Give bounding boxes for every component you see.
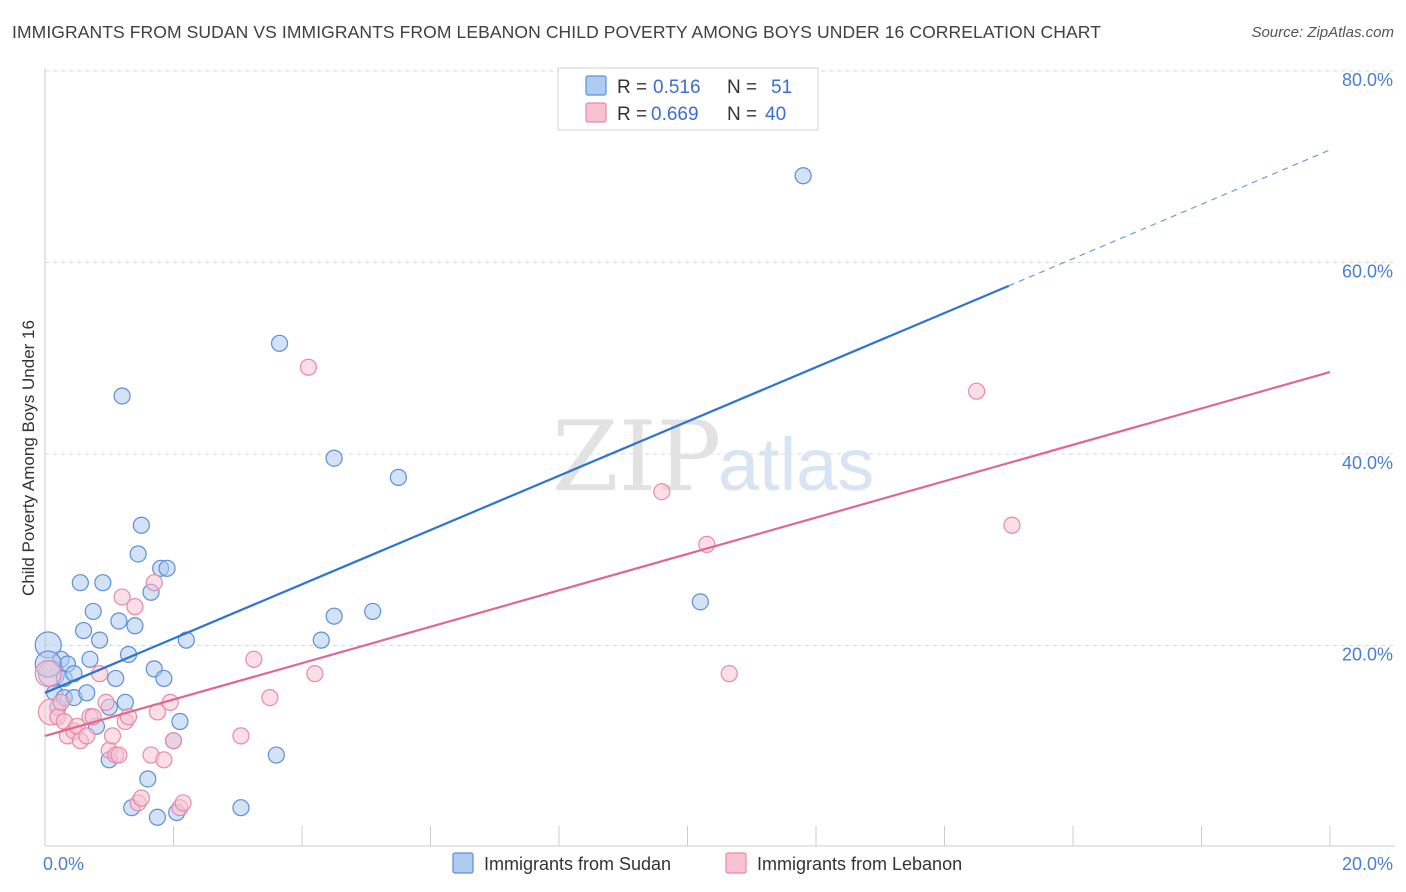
point-sudan [78,684,96,702]
bottom-legend-swatch-sudan [452,852,474,874]
point-sudan [110,612,128,630]
point-lebanon [653,483,671,501]
tick-labels: 20.0% 40.0% 60.0% 80.0% 0.0% 20.0% [43,70,1393,874]
y-tick-label: 40.0% [1342,453,1393,473]
point-sudan [794,167,812,185]
point-sudan [171,712,189,731]
bottom-legend-swatch-lebanon [725,852,747,874]
bottom-legend: Immigrants from Sudan Immigrants from Le… [452,852,962,874]
point-sudan [364,602,382,621]
point-sudan [139,770,157,788]
legend-n-value-lebanon: 40 [765,104,786,125]
bottom-legend-label-sudan: Immigrants from Sudan [484,854,671,874]
point-lebanon [78,727,96,745]
point-sudan [116,693,134,711]
legend-swatch-lebanon [585,102,607,123]
point-sudan [312,631,330,649]
data-points [34,167,1021,826]
trend-lines [44,149,1331,737]
point-sudan [81,650,99,668]
legend: R = 0.516 N = 51 R = 0.669 N = 40 [557,67,819,131]
y-tick-label: 20.0% [1342,645,1393,665]
point-lebanon [126,598,144,616]
point-lebanon [245,650,263,668]
point-sudan [232,799,250,817]
legend-n-label-lebanon: N = [727,104,757,125]
legend-n-label-sudan: N = [727,77,757,98]
point-sudan [389,468,407,486]
legend-r-value-lebanon: 0.669 [651,104,699,125]
point-lebanon [97,693,115,711]
point-sudan [270,334,289,352]
legend-r-label-lebanon: R = [617,104,647,125]
point-sudan [91,631,109,649]
point-lebanon [52,693,70,711]
y-tick-label: 80.0% [1342,70,1393,90]
point-sudan [126,617,144,635]
point-lebanon [34,660,62,688]
x-tick-label: 20.0% [1342,854,1393,874]
point-sudan [691,593,709,611]
legend-swatch-sudan [585,75,607,96]
point-lebanon [968,382,986,400]
legend-r-label-sudan: R = [617,77,647,98]
point-lebanon [103,727,122,745]
point-sudan [132,516,150,534]
point-lebanon [145,574,163,592]
point-sudan [94,574,112,592]
chart-title: IMMIGRANTS FROM SUDAN VS IMMIGRANTS FROM… [12,22,1101,42]
watermark-atlas: atlas [718,423,874,506]
point-lebanon [232,727,250,745]
point-lebanon [1003,516,1021,534]
point-sudan [158,559,176,577]
point-lebanon [261,688,279,707]
y-axis-label: Child Poverty Among Boys Under 16 [19,320,38,596]
y-tick-label: 60.0% [1342,262,1393,282]
trend-line-sudan [44,284,1010,694]
point-lebanon [113,588,131,606]
point-sudan [155,669,173,688]
x-tick-label: 0.0% [43,854,84,874]
point-sudan [113,387,131,405]
point-lebanon [164,732,183,750]
point-sudan [267,746,285,764]
point-lebanon [132,789,150,807]
point-lebanon [720,665,738,683]
point-lebanon [306,665,324,683]
point-sudan [325,449,343,467]
point-sudan [129,545,147,563]
source-label: Source: ZipAtlas.com [1251,24,1394,41]
trend-line-lebanon [44,370,1331,737]
legend-r-value-sudan: 0.516 [653,77,701,98]
point-lebanon [299,358,318,376]
bottom-legend-label-lebanon: Immigrants from Lebanon [757,854,962,874]
point-sudan [325,607,343,625]
point-sudan [74,621,93,640]
point-sudan [84,602,102,621]
point-lebanon [110,746,128,764]
point-sudan [71,574,89,592]
grid [45,70,1395,646]
legend-n-value-sudan: 51 [771,77,792,98]
point-sudan [107,669,125,688]
point-lebanon [174,794,192,812]
trend-line-sudan-extension [1008,149,1331,287]
point-lebanon [155,751,173,769]
point-sudan [148,808,167,826]
